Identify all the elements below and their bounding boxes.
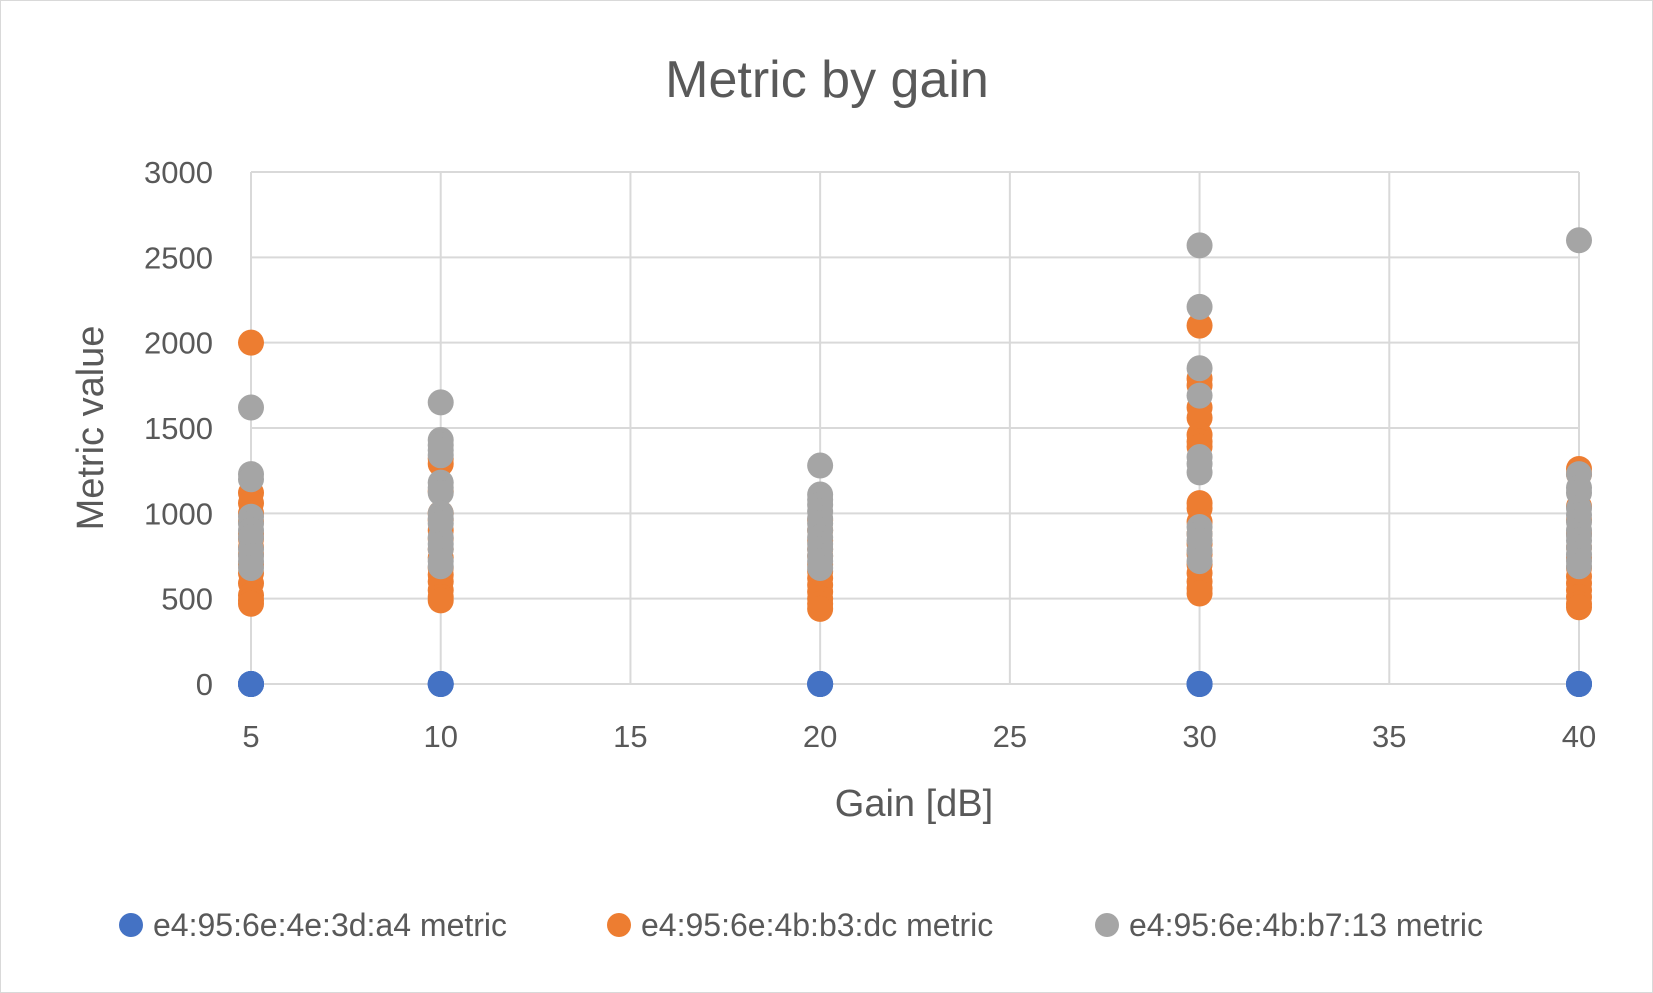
data-point (1186, 548, 1213, 575)
series-3 (238, 227, 1592, 581)
legend-label: e4:95:6e:4e:3d:a4 metric (153, 907, 507, 943)
data-point (1566, 553, 1592, 580)
data-point (1186, 293, 1213, 320)
data-point (427, 587, 454, 614)
legend-item: e4:95:6e:4b:b7:13 metric (1095, 907, 1483, 943)
x-tick-label: 20 (803, 719, 837, 754)
y-tick-label: 2500 (144, 240, 213, 275)
legend-item: e4:95:6e:4b:b3:dc metric (607, 907, 993, 943)
data-point (427, 671, 454, 697)
data-point (1566, 594, 1592, 621)
x-tick-label: 35 (1372, 719, 1406, 754)
x-tick-label: 15 (613, 719, 647, 754)
x-tick-label: 25 (993, 719, 1027, 754)
data-point (238, 671, 264, 697)
y-tick-label: 0 (196, 667, 213, 702)
data-point (807, 554, 834, 581)
data-point (1186, 355, 1213, 382)
y-tick-label: 1500 (144, 411, 213, 446)
data-point (238, 590, 264, 617)
legend-item: e4:95:6e:4e:3d:a4 metric (119, 907, 507, 943)
data-point (807, 671, 834, 697)
legend-marker (607, 913, 631, 937)
y-tick-label: 3000 (144, 155, 213, 190)
data-point (238, 554, 264, 581)
data-point (238, 466, 264, 493)
x-tick-label: 30 (1182, 719, 1216, 754)
data-point (1186, 312, 1213, 339)
data-point (238, 394, 264, 421)
data-point (1186, 459, 1213, 486)
y-tick-label: 500 (161, 582, 213, 617)
data-point (1186, 382, 1213, 409)
legend-marker (119, 913, 143, 937)
x-tick-label: 40 (1562, 719, 1596, 754)
legend-marker (1095, 913, 1119, 937)
data-point (1566, 671, 1592, 697)
data-point (427, 442, 454, 469)
y-tick-label: 2000 (144, 326, 213, 361)
data-point (238, 329, 264, 356)
data-point (807, 595, 834, 622)
y-tick-label: 1000 (144, 496, 213, 531)
data-point (427, 479, 454, 506)
data-point (1566, 227, 1592, 254)
data-point (427, 553, 454, 580)
chart-title: Metric by gain (665, 51, 989, 109)
data-point (1186, 232, 1213, 259)
x-tick-label: 10 (423, 719, 457, 754)
legend: e4:95:6e:4e:3d:a4 metric e4:95:6e:4b:b3:d… (119, 907, 1483, 943)
data-point (1186, 671, 1213, 697)
x-tick-label: 5 (242, 719, 259, 754)
x-axis-label: Gain [dB] (835, 783, 993, 825)
series-1 (238, 671, 1592, 697)
data-point (807, 452, 834, 479)
data-point (1186, 580, 1213, 607)
y-axis-label: Metric value (70, 326, 112, 531)
data-point (427, 389, 454, 416)
legend-label: e4:95:6e:4b:b3:dc metric (641, 907, 993, 943)
legend-label: e4:95:6e:4b:b7:13 metric (1129, 907, 1483, 943)
tick-labels: 0 500 1000 1500 2000 2500 3000 5 10 15 20 25 30 35 40 (144, 155, 1596, 754)
data-points (238, 227, 1592, 697)
